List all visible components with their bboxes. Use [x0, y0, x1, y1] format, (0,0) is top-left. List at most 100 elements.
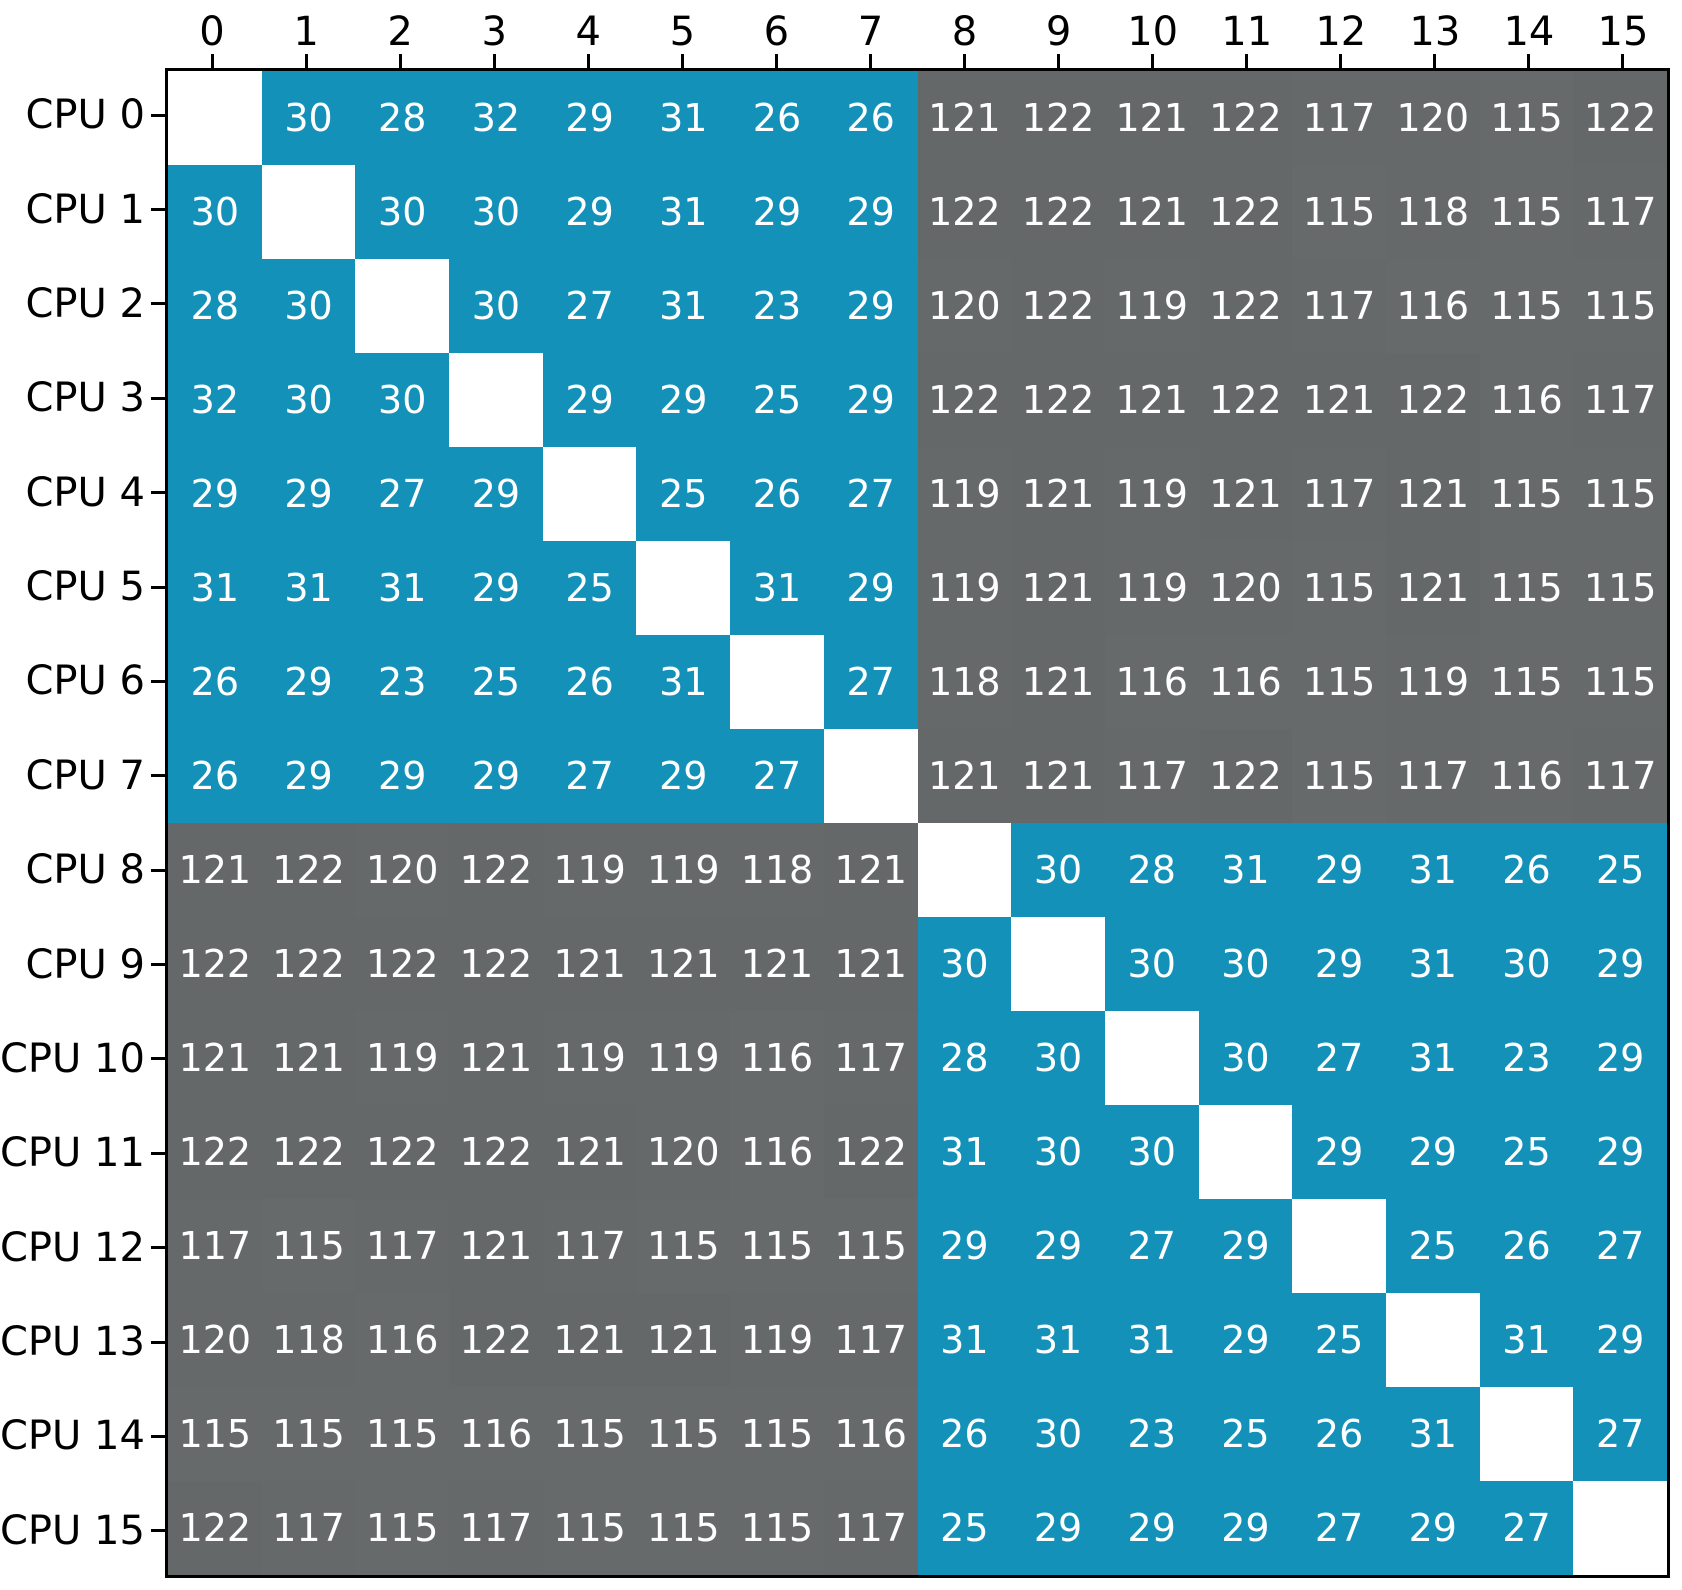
y-tick-label-0: CPU 0	[25, 92, 145, 139]
heatmap-cell: 30	[261, 353, 356, 447]
heatmap-cell-diagonal	[355, 259, 450, 353]
heatmap-cell: 122	[1011, 353, 1105, 447]
heatmap-cell: 119	[542, 823, 637, 917]
x-tick-label-4: 4	[575, 9, 601, 55]
heatmap-cell: 29	[636, 353, 731, 447]
heatmap-cell: 122	[823, 1105, 918, 1199]
heatmap-cell: 31	[1385, 1011, 1480, 1105]
heatmap-cell: 117	[823, 1481, 918, 1575]
heatmap-cell: 29	[1573, 1011, 1667, 1105]
y-tick-label-10: CPU 10	[0, 1035, 145, 1082]
y-tick-label-12: CPU 12	[0, 1224, 145, 1271]
heatmap-cell: 122	[1198, 353, 1293, 447]
y-tick-mark-7	[151, 729, 165, 823]
heatmap-cell: 116	[1479, 729, 1574, 823]
y-tick-label-2: CPU 2	[25, 280, 145, 327]
heatmap-cell: 29	[1573, 917, 1667, 1011]
heatmap-cell: 29	[1198, 1199, 1293, 1293]
heatmap-cell: 121	[449, 1011, 543, 1105]
y-tick-label-5: CPU 5	[25, 564, 145, 611]
heatmap-cell: 121	[636, 1293, 731, 1387]
heatmap-cell: 117	[1573, 729, 1667, 823]
heatmap-cell: 122	[449, 1105, 543, 1199]
y-tick-label-8: CPU 8	[25, 847, 145, 894]
heatmap-cell: 116	[823, 1387, 918, 1481]
heatmap-cell: 30	[261, 259, 356, 353]
heatmap-cell: 115	[261, 1199, 356, 1293]
heatmap-cell: 32	[449, 71, 543, 165]
heatmap-cell: 25	[1198, 1387, 1293, 1481]
heatmap-cell: 29	[1292, 1105, 1386, 1199]
heatmap-cell: 116	[449, 1387, 543, 1481]
heatmap-cell-diagonal	[1573, 1481, 1667, 1575]
heatmap-cell: 27	[355, 447, 450, 541]
heatmap-cell: 119	[1385, 635, 1480, 729]
heatmap-cell-diagonal	[1104, 1011, 1199, 1105]
heatmap-cell-diagonal	[1198, 1105, 1293, 1199]
heatmap-cell: 115	[355, 1387, 450, 1481]
heatmap-cell-diagonal	[730, 635, 824, 729]
heatmap-cell: 29	[542, 71, 637, 165]
heatmap-cell: 122	[1011, 71, 1105, 165]
heatmap-cell: 30	[917, 917, 1012, 1011]
heatmap-cell: 119	[355, 1011, 450, 1105]
heatmap-cell: 31	[1011, 1293, 1105, 1387]
y-tick-label-9: CPU 9	[25, 941, 145, 988]
heatmap-cell: 31	[1479, 1293, 1574, 1387]
heatmap-cell: 27	[1479, 1481, 1574, 1575]
heatmap-grid: 30 28 32 29 31 26 26 121 122 121 122 117 120 115 122 30…	[168, 71, 1667, 1575]
heatmap-cell: 119	[542, 1011, 637, 1105]
heatmap-cell: 30	[355, 353, 450, 447]
y-tick-label-3: CPU 3	[25, 375, 145, 422]
heatmap-cell: 26	[542, 635, 637, 729]
heatmap-cell: 25	[1479, 1105, 1574, 1199]
heatmap-cell: 115	[636, 1387, 731, 1481]
heatmap-cell: 121	[542, 1293, 637, 1387]
y-tick-mark-9	[151, 917, 165, 1011]
heatmap-cell: 115	[1573, 447, 1667, 541]
x-tick-label-5: 5	[669, 9, 696, 55]
heatmap-cell: 121	[1011, 541, 1105, 635]
heatmap-cell: 25	[1385, 1199, 1480, 1293]
heatmap-cell: 122	[168, 1105, 262, 1199]
x-tick-label-8: 8	[951, 9, 978, 55]
heatmap-cell: 120	[636, 1105, 731, 1199]
x-tick-mark-7	[823, 54, 917, 68]
y-tick-label-14: CPU 14	[0, 1413, 145, 1460]
heatmap-cell: 115	[730, 1481, 824, 1575]
heatmap-cell: 115	[1479, 541, 1574, 635]
heatmap-cell: 119	[636, 823, 731, 917]
heatmap-cell: 26	[730, 447, 824, 541]
heatmap-cell-diagonal	[168, 71, 262, 165]
heatmap-cell-diagonal	[542, 447, 637, 541]
heatmap-cell: 115	[261, 1387, 356, 1481]
heatmap-cell: 29	[1385, 1105, 1480, 1199]
heatmap-cell: 30	[1011, 823, 1105, 917]
heatmap-cell: 115	[1479, 259, 1574, 353]
heatmap-cell: 23	[355, 635, 450, 729]
x-tick-mark-3	[447, 54, 541, 68]
heatmap-cell: 119	[1104, 447, 1199, 541]
heatmap-cell: 31	[636, 259, 731, 353]
y-tick-label-4: CPU 4	[25, 469, 145, 516]
heatmap-cell: 30	[1479, 917, 1574, 1011]
y-tick-mark-0	[151, 68, 165, 162]
heatmap-cell: 121	[1104, 353, 1199, 447]
y-tick-label-6: CPU 6	[25, 658, 145, 705]
heatmap-cell: 121	[1104, 71, 1199, 165]
heatmap-cell: 23	[1479, 1011, 1574, 1105]
heatmap-cell: 122	[1011, 165, 1105, 259]
heatmap-cell: 121	[636, 917, 731, 1011]
heatmap-cell: 31	[1198, 823, 1293, 917]
heatmap-cell-diagonal	[449, 353, 543, 447]
x-tick-label-12: 12	[1315, 9, 1367, 55]
heatmap-cell: 25	[449, 635, 543, 729]
heatmap-cell: 31	[1385, 1387, 1480, 1481]
heatmap-cell: 27	[730, 729, 824, 823]
heatmap-cell: 117	[449, 1481, 543, 1575]
x-tick-label-1: 1	[293, 9, 319, 55]
heatmap-cell: 29	[730, 165, 824, 259]
heatmap-cell: 29	[449, 541, 543, 635]
heatmap-cell: 29	[261, 635, 356, 729]
y-tick-label-1: CPU 1	[25, 186, 145, 233]
